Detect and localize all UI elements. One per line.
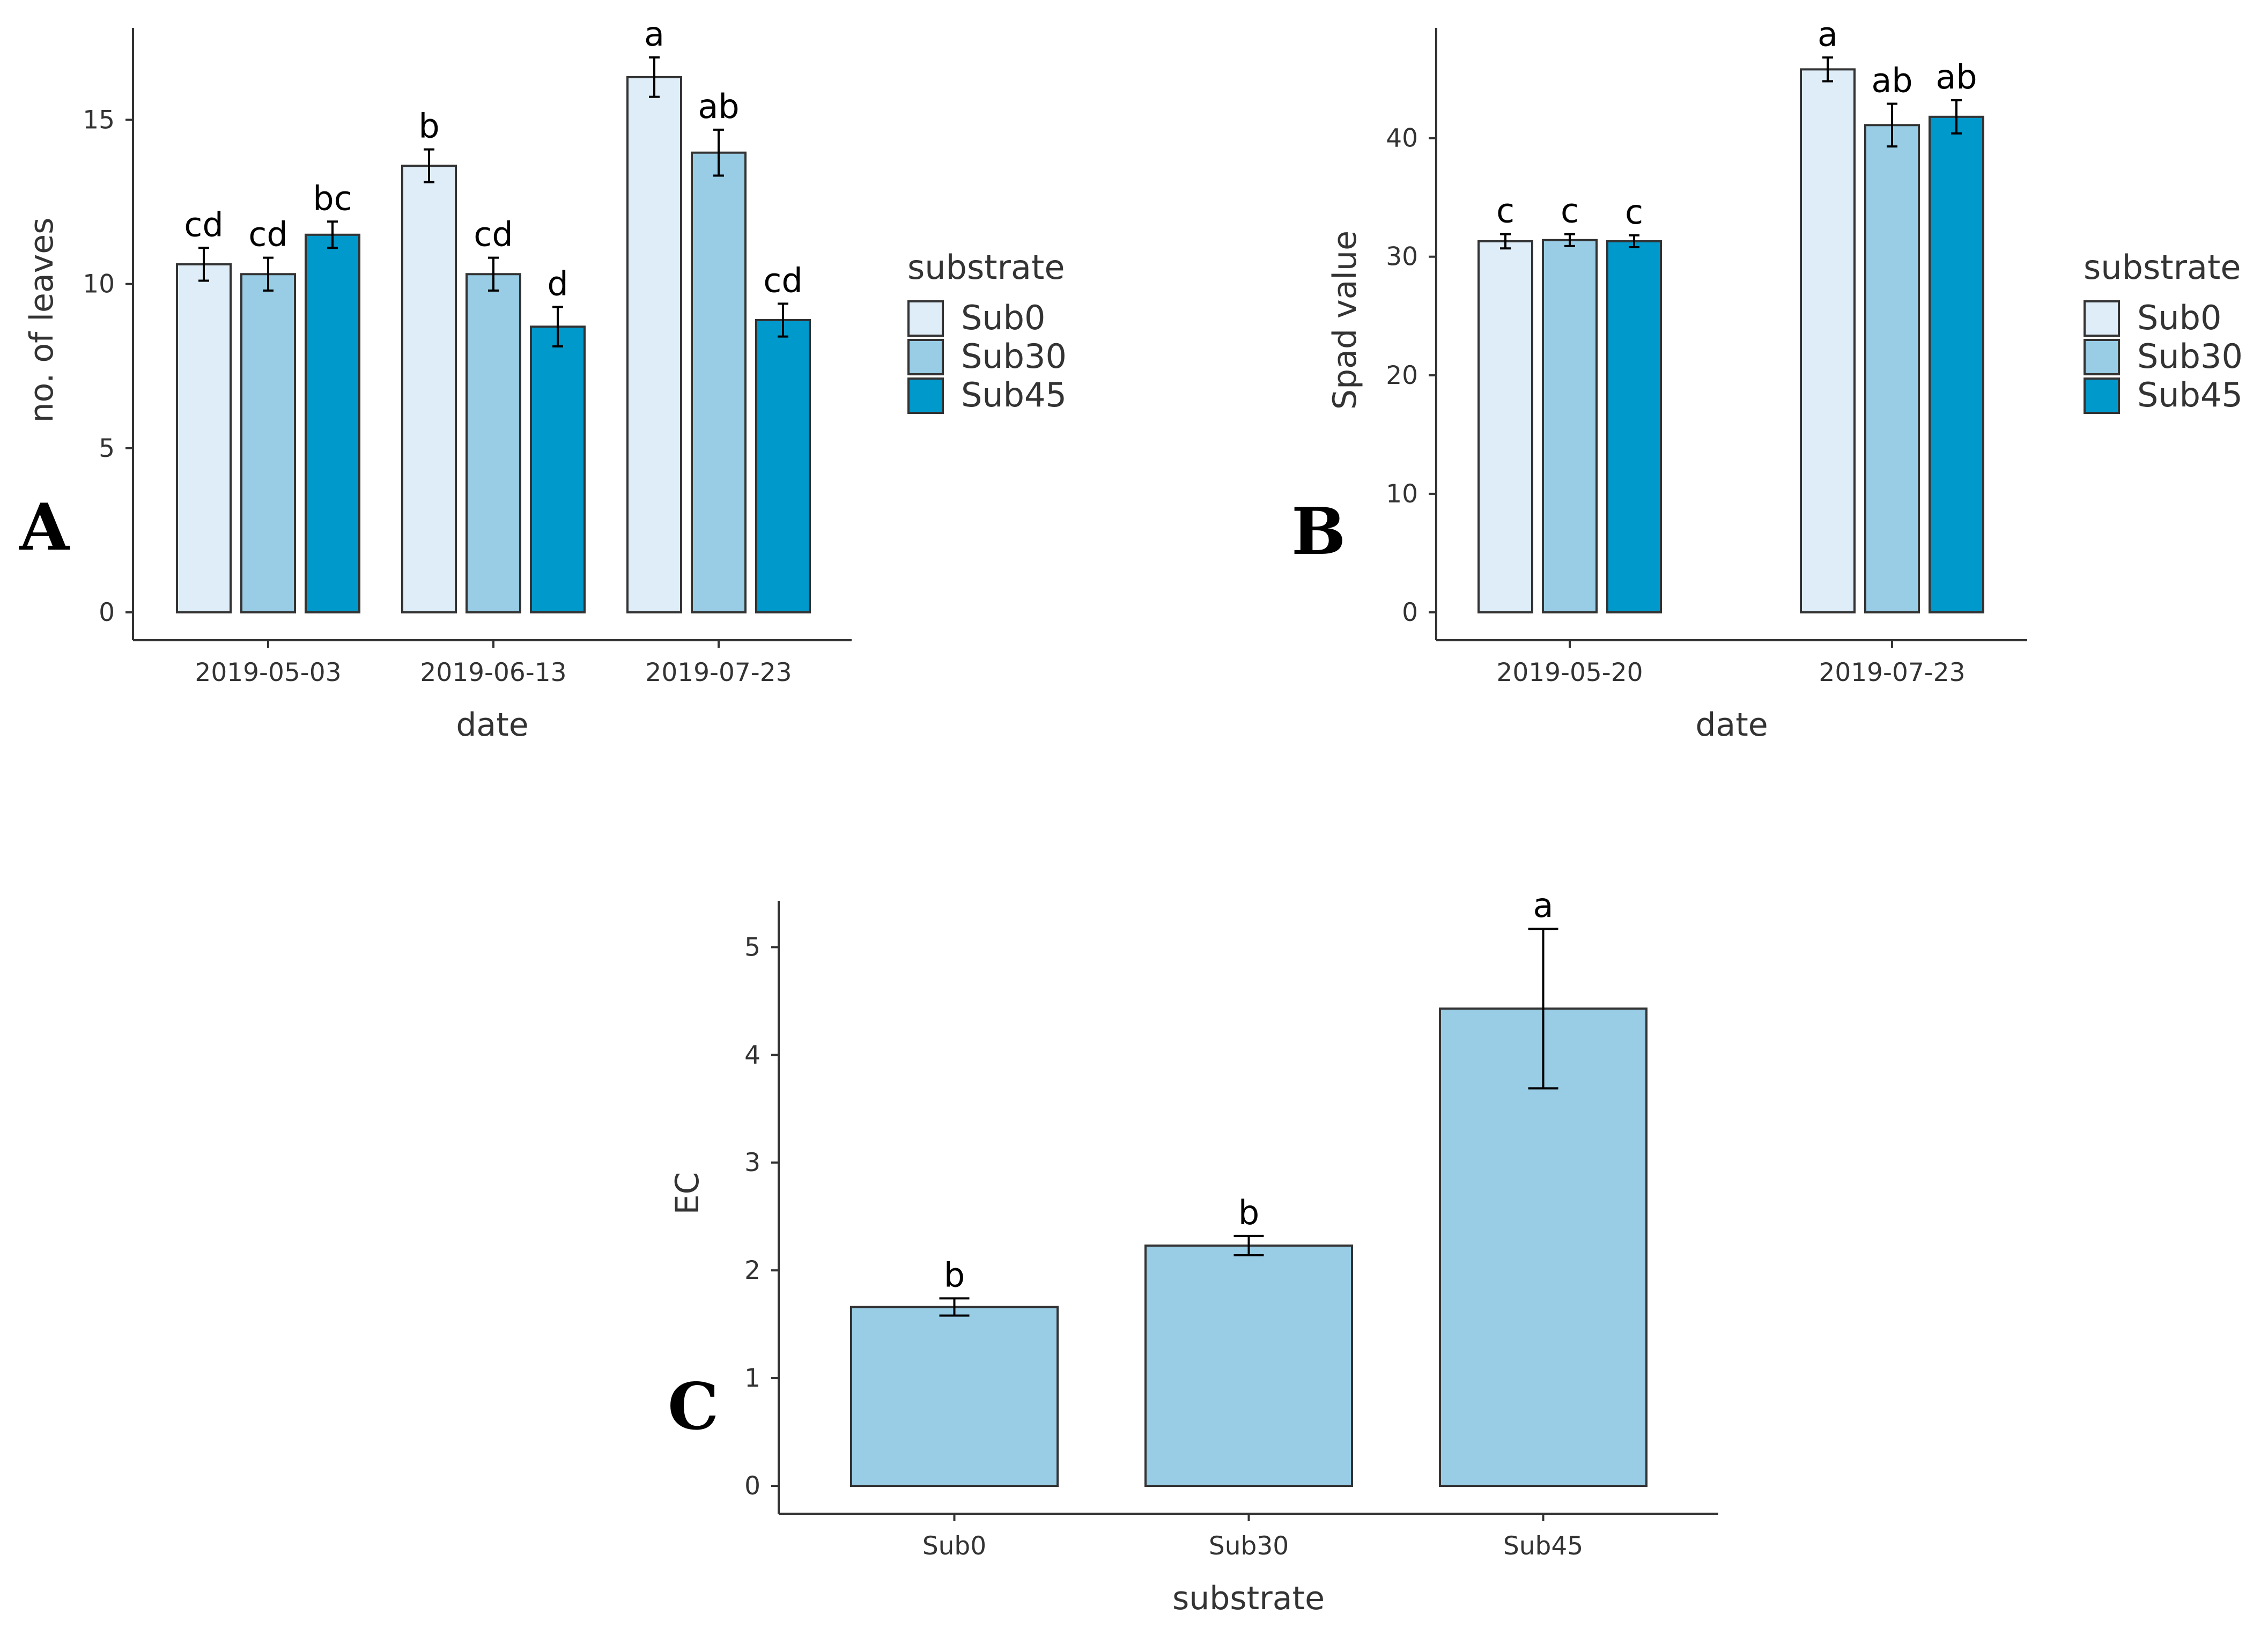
bar	[1800, 68, 1856, 613]
legend-swatch	[2084, 300, 2120, 337]
bar	[1864, 124, 1920, 614]
y-axis-title: Spad value	[1326, 231, 1364, 410]
bar	[240, 273, 296, 613]
significance-label: ab	[1935, 57, 1977, 97]
y-tick-label: 2	[744, 1256, 760, 1285]
y-tick-label: 1	[744, 1364, 760, 1393]
x-tick-label: 2019-06-13	[420, 658, 566, 687]
legend-entry-label: Sub0	[2137, 298, 2221, 337]
y-tick-label: 15	[83, 105, 115, 135]
y-tick-label: 30	[1386, 242, 1418, 272]
x-axis-title: date	[456, 706, 528, 744]
legend-title: substrate	[907, 248, 1065, 287]
bar	[530, 325, 586, 613]
y-tick-label: 0	[744, 1471, 760, 1501]
bar	[755, 319, 811, 613]
y-tick-label: 20	[1386, 361, 1418, 390]
significance-label: a	[1533, 886, 1554, 925]
significance-label: a	[644, 14, 664, 54]
panel-letter: A	[19, 490, 70, 565]
significance-label: ab	[698, 87, 739, 126]
legend-title: substrate	[2084, 248, 2241, 287]
significance-label: b	[418, 107, 439, 146]
bar	[691, 151, 747, 613]
y-tick-label: 10	[83, 270, 115, 299]
panel-letter: C	[668, 1369, 719, 1445]
legend-entry-label: Sub30	[2137, 337, 2243, 376]
bar	[1477, 240, 1533, 613]
bar	[1144, 1244, 1353, 1487]
legend-swatch	[907, 339, 944, 375]
legend-swatch	[907, 377, 944, 414]
significance-label: c	[1625, 192, 1643, 232]
x-tick-label: Sub30	[1209, 1531, 1289, 1561]
bar	[626, 76, 682, 613]
y-tick-label: 3	[744, 1148, 760, 1178]
significance-label: cd	[763, 261, 802, 300]
legend-entry-label: Sub45	[2137, 375, 2243, 414]
y-tick-label: 0	[1402, 598, 1418, 627]
chart-panel-c: 0 1 2 3 4 5 b b a Sub0 Sub30 Sub45 substrate EC C	[668, 886, 1718, 1617]
bar	[401, 165, 457, 613]
x-tick-label: 2019-07-23	[1819, 658, 1965, 687]
significance-label: d	[547, 264, 568, 303]
y-tick-label: 10	[1386, 479, 1418, 509]
y-tick-label: 4	[744, 1040, 760, 1070]
y-axis-title: no. of leaves	[23, 218, 61, 423]
significance-label: cd	[184, 205, 223, 244]
legend-swatch	[2084, 377, 2120, 414]
y-tick-label: 0	[99, 598, 115, 627]
x-tick-label: 2019-05-20	[1496, 658, 1643, 687]
x-axis-title: date	[1695, 706, 1768, 744]
legend-entry-label: Sub30	[961, 337, 1067, 376]
y-tick-label: 5	[744, 932, 760, 962]
y-tick-label: 5	[99, 434, 115, 463]
bar	[466, 273, 521, 613]
x-tick-label: 2019-05-03	[195, 658, 341, 687]
legend-entry-label: Sub0	[961, 298, 1045, 337]
bar	[176, 263, 232, 613]
legend-swatch	[907, 300, 944, 337]
significance-label: c	[1496, 191, 1515, 231]
significance-label: cd	[474, 215, 513, 254]
panel-letter: B	[1291, 494, 1346, 569]
bar	[1606, 240, 1662, 613]
significance-label: b	[1238, 1193, 1259, 1232]
x-tick-label: Sub0	[922, 1531, 986, 1561]
legend-entry-label: Sub45	[961, 375, 1067, 414]
bar	[1929, 115, 1984, 614]
legend-swatch	[2084, 339, 2120, 375]
significance-label: bc	[313, 179, 352, 218]
significance-label: b	[944, 1255, 965, 1294]
bar	[1542, 239, 1598, 614]
significance-label: a	[1818, 14, 1838, 54]
bar	[850, 1306, 1059, 1487]
bar	[305, 233, 360, 614]
x-tick-label: Sub45	[1503, 1531, 1583, 1561]
significance-label: c	[1561, 191, 1579, 231]
y-tick-label: 40	[1386, 124, 1418, 153]
significance-label: ab	[1871, 61, 1912, 100]
y-axis-title: EC	[669, 1172, 706, 1215]
x-tick-label: 2019-07-23	[645, 658, 792, 687]
x-axis-title: substrate	[1172, 1580, 1325, 1617]
significance-label: cd	[248, 215, 287, 254]
